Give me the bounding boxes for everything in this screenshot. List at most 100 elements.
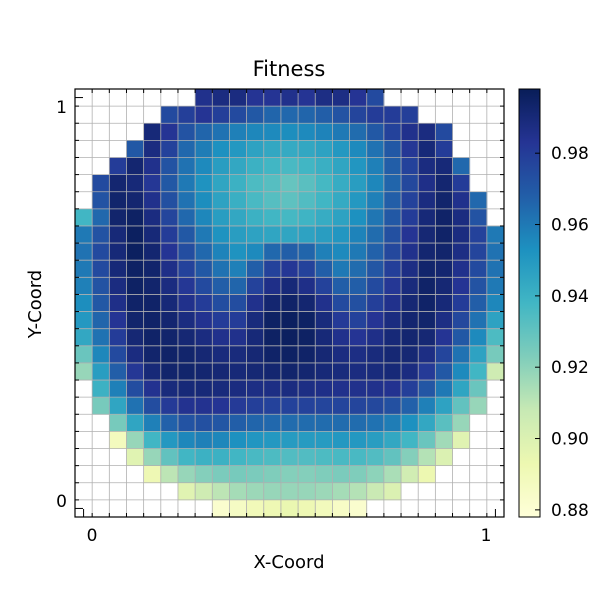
heatmap-cell — [469, 191, 488, 210]
heatmap-cell — [298, 157, 316, 175]
heatmap-cell — [366, 345, 385, 364]
heatmap-cell — [315, 260, 333, 278]
heatmap-cell — [195, 431, 213, 449]
heatmap-cell — [366, 362, 385, 381]
heatmap-cell — [143, 277, 162, 295]
heatmap-cell — [469, 397, 488, 415]
heatmap-cell — [469, 225, 488, 244]
heatmap-cell — [401, 431, 419, 449]
heatmap-cell — [246, 174, 265, 193]
heatmap-cell — [401, 311, 419, 330]
heatmap-cell — [486, 225, 505, 244]
heatmap-cell — [435, 208, 453, 227]
heatmap-cell — [332, 380, 350, 398]
heatmap-cell — [280, 397, 299, 415]
heatmap-cell — [401, 465, 419, 484]
heatmap-cell — [143, 431, 162, 449]
heatmap-cell — [263, 311, 282, 330]
heatmap-cell — [212, 277, 230, 295]
heatmap-cell — [229, 140, 247, 158]
heatmap-cell — [246, 191, 265, 210]
heatmap-cell — [298, 328, 316, 347]
heatmap-cell — [160, 362, 179, 381]
heatmap-cell — [177, 380, 196, 398]
heatmap-cell — [195, 191, 213, 210]
heatmap-cell — [401, 106, 419, 124]
heatmap-cell — [246, 260, 265, 278]
heatmap-cell — [263, 482, 282, 501]
heatmap-cell — [229, 277, 247, 295]
heatmap-cell — [366, 123, 385, 141]
heatmap-cell — [349, 208, 368, 227]
heatmap-cell — [298, 294, 316, 312]
heatmap-cell — [383, 465, 402, 484]
heatmap-cell — [315, 499, 333, 518]
heatmap-cell — [418, 243, 436, 261]
heatmap-cell — [366, 243, 385, 261]
heatmap-cell — [435, 380, 453, 398]
heatmap-cell — [332, 106, 350, 124]
heatmap-cell — [263, 208, 282, 227]
heatmap-cell — [263, 465, 282, 484]
heatmap-cell — [366, 311, 385, 330]
colorbar-tick-label: 0.88 — [551, 501, 589, 521]
heatmap-cell — [143, 225, 162, 244]
heatmap-cell — [177, 277, 196, 295]
x-tick-label-0: 0 — [87, 526, 98, 546]
heatmap-cell — [160, 260, 179, 278]
heatmap-cell — [280, 499, 299, 518]
heatmap-cell — [229, 431, 247, 449]
heatmap-cell — [177, 260, 196, 278]
heatmap-cell — [315, 225, 333, 244]
heatmap-cell — [280, 482, 299, 501]
heatmap-cell — [401, 362, 419, 381]
heatmap-cell — [177, 174, 196, 193]
heatmap-cell — [401, 208, 419, 227]
heatmap-cell — [332, 208, 350, 227]
plot-frame — [74, 88, 505, 518]
heatmap-cell — [195, 328, 213, 347]
heatmap-cell — [92, 225, 110, 244]
heatmap-cell — [383, 208, 402, 227]
heatmap-cell — [332, 243, 350, 261]
heatmap-cell — [263, 157, 282, 175]
heatmap-cell — [452, 225, 471, 244]
heatmap-cell — [401, 140, 419, 158]
heatmap-cell — [75, 260, 93, 278]
heatmap-cell — [383, 191, 402, 210]
heatmap-cell — [143, 465, 162, 484]
heatmap-cell — [469, 345, 488, 364]
heatmap-cell — [177, 294, 196, 312]
heatmap-cell — [452, 191, 471, 210]
heatmap-cell — [383, 294, 402, 312]
heatmap-cell — [126, 191, 145, 210]
heatmap-cell — [177, 208, 196, 227]
heatmap-cell — [143, 260, 162, 278]
heatmap-cell — [212, 448, 230, 467]
heatmap-cell — [195, 123, 213, 141]
heatmap-cell — [452, 380, 471, 398]
heatmap-cell — [143, 294, 162, 312]
heatmap-cell — [349, 294, 368, 312]
heatmap-cell — [435, 311, 453, 330]
heatmap-cell — [418, 260, 436, 278]
heatmap-cell — [332, 482, 350, 501]
heatmap-cell — [315, 397, 333, 415]
heatmap-cell — [315, 311, 333, 330]
heatmap-cell — [246, 482, 265, 501]
heatmap-cell — [126, 157, 145, 175]
heatmap-cell — [143, 380, 162, 398]
heatmap-cell — [401, 414, 419, 432]
heatmap-cell — [109, 174, 127, 193]
x-tick-label-1: 1 — [481, 526, 492, 546]
heatmap-cell — [177, 362, 196, 381]
heatmap-cell — [143, 397, 162, 415]
heatmap-cell — [280, 380, 299, 398]
heatmap-cell — [383, 448, 402, 467]
heatmap-cell — [469, 260, 488, 278]
heatmap-cell — [126, 362, 145, 381]
heatmap-cell — [160, 380, 179, 398]
heatmap-cell — [109, 311, 127, 330]
heatmap-cell — [418, 191, 436, 210]
heatmap-cell — [469, 243, 488, 261]
